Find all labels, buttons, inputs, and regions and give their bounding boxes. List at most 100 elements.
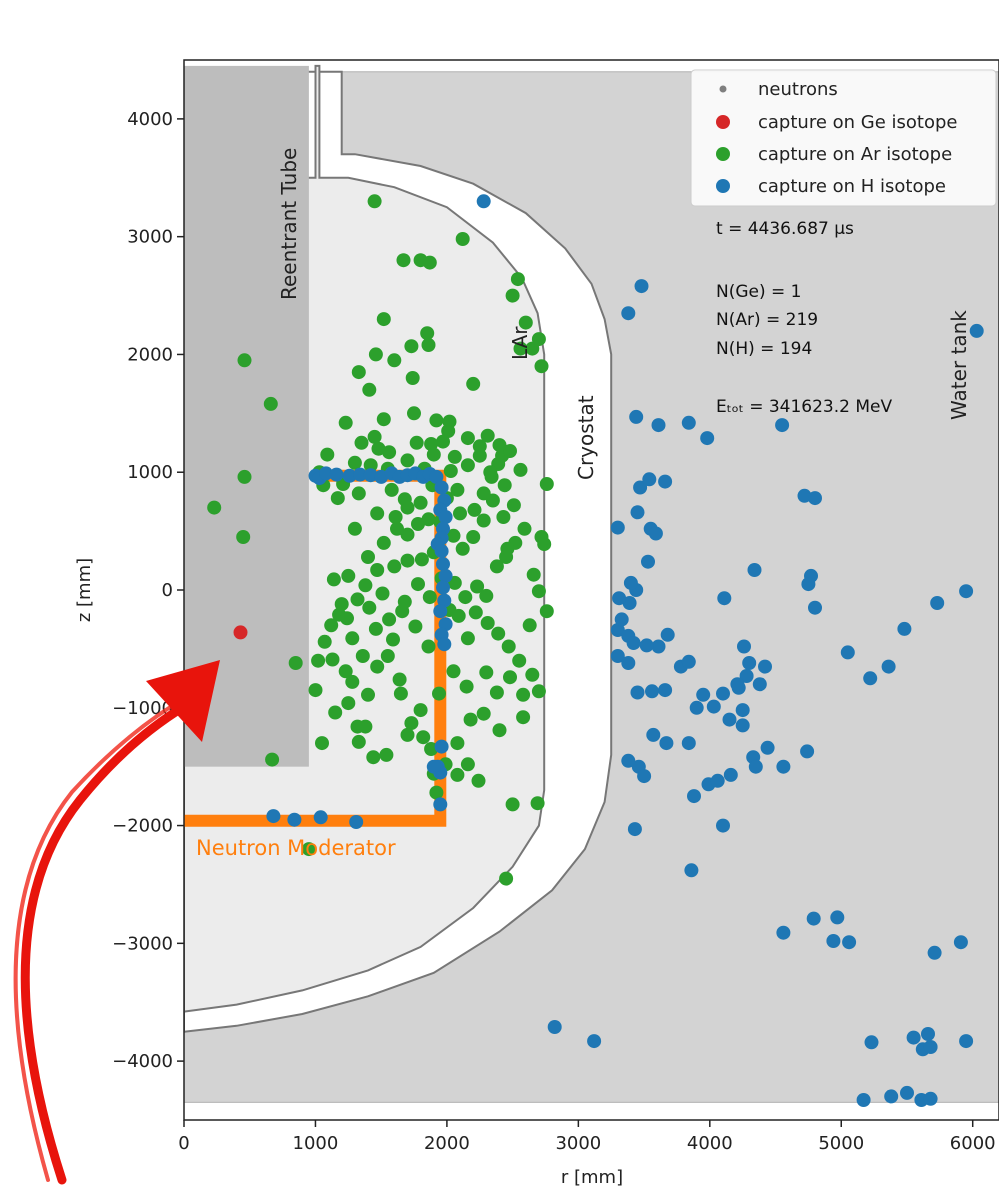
point-ar-193 — [441, 424, 456, 438]
n-h-readout: N(H) = 194 — [716, 339, 812, 359]
point-ar-12 — [315, 736, 329, 751]
point-ar-15 — [362, 382, 377, 397]
point-ar-112 — [476, 513, 491, 528]
point-ar-74 — [366, 750, 381, 765]
point-h-31 — [434, 544, 449, 559]
legend-marker-ge — [716, 115, 730, 129]
point-h-65 — [630, 685, 645, 700]
point-ar-79 — [311, 653, 326, 668]
point-ar-167 — [525, 667, 540, 682]
point-ar-78 — [325, 652, 340, 667]
point-ar-166 — [531, 584, 546, 599]
point-h-79 — [621, 753, 636, 768]
point-ar-99 — [517, 521, 532, 536]
n-ge-readout: N(Ge) = 1 — [716, 282, 801, 302]
point-h-91 — [748, 759, 763, 774]
point-h-110 — [840, 645, 855, 660]
point-h-114 — [930, 596, 945, 610]
point-ar-147 — [345, 631, 360, 646]
point-h-66 — [645, 684, 659, 699]
point-h-44 — [651, 418, 666, 433]
point-h-135 — [900, 1085, 914, 1100]
point-ar-81 — [324, 618, 339, 633]
point-h-100 — [639, 638, 654, 653]
region-label-reentrant-tube: Reentrant Tube — [277, 148, 301, 300]
point-ar-183 — [345, 674, 360, 689]
point-ar-46 — [503, 444, 517, 458]
point-h-81 — [717, 591, 732, 606]
point-h-54 — [630, 505, 645, 520]
point-ar-6 — [288, 656, 303, 670]
point-ar-87 — [387, 559, 402, 574]
point-ar-137 — [447, 449, 462, 464]
point-h-4 — [433, 797, 448, 812]
point-ar-142 — [408, 619, 423, 634]
point-h-115 — [959, 584, 974, 599]
point-h-8 — [426, 759, 441, 774]
point-ar-129 — [347, 455, 362, 470]
point-h-119 — [684, 863, 699, 878]
point-ar-126 — [476, 486, 491, 501]
point-h-120 — [776, 925, 791, 940]
point-ar-31 — [421, 338, 436, 352]
legend-label-h: capture on H isotope — [758, 176, 946, 197]
point-ar-18 — [376, 412, 391, 427]
plot-area: Reentrant Tube LAr Cryostat Water tank N… — [184, 60, 999, 1120]
x-tick-label: 0 — [178, 1133, 189, 1154]
point-ar-59 — [531, 684, 546, 699]
point-h-98 — [735, 703, 750, 718]
point-ar-9 — [338, 664, 353, 679]
point-ar-73 — [379, 747, 394, 762]
points-layer — [207, 194, 984, 1107]
point-h-13 — [342, 468, 357, 483]
point-h-37 — [438, 617, 453, 632]
point-ar-135 — [426, 447, 441, 462]
point-h-48 — [797, 488, 812, 503]
point-h-101 — [660, 627, 675, 642]
point-h-111 — [863, 671, 878, 686]
legend-box — [690, 69, 997, 207]
point-h-23 — [429, 469, 444, 484]
x-tick-label: 3000 — [555, 1133, 601, 1154]
point-h-122 — [826, 934, 841, 948]
point-ar-106 — [411, 517, 425, 531]
point-ar-84 — [350, 592, 365, 607]
point-ar-194 — [500, 541, 515, 556]
point-h-118 — [627, 822, 642, 837]
point-ar-27 — [405, 371, 420, 385]
point-ar-0 — [207, 500, 222, 515]
legend-marker-neutrons — [719, 85, 727, 93]
point-ar-169 — [503, 670, 517, 685]
y-tick-label: −2000 — [112, 816, 173, 837]
point-h-76 — [659, 736, 674, 751]
point-ar-149 — [326, 572, 341, 587]
point-ar-173 — [450, 736, 465, 751]
annotation-arrow-head — [146, 660, 220, 742]
point-h-35 — [437, 593, 452, 608]
x-tick-label: 2000 — [424, 1133, 470, 1154]
point-ar-55 — [539, 477, 554, 491]
point-h-105 — [776, 759, 791, 774]
point-ar-152 — [370, 563, 385, 577]
point-h-132 — [959, 1034, 974, 1049]
point-h-33 — [438, 568, 453, 583]
point-h-56 — [648, 526, 663, 541]
point-h-95 — [716, 686, 730, 701]
point-h-82 — [747, 563, 762, 577]
y-tick-label: −4000 — [112, 1051, 173, 1072]
point-h-27 — [438, 510, 453, 524]
point-ar-80 — [317, 634, 332, 649]
point-h-34 — [436, 580, 450, 595]
point-ar-105 — [400, 527, 415, 542]
point-ar-53 — [531, 332, 546, 347]
point-h-41 — [621, 306, 636, 321]
legend-label-ge: capture on Ge isotope — [758, 112, 957, 133]
point-ar-185 — [460, 757, 475, 772]
point-h-92 — [760, 740, 775, 755]
point-h-2 — [313, 810, 328, 825]
point-h-68 — [658, 683, 673, 698]
x-tick-label: 5000 — [818, 1133, 864, 1154]
point-h-117 — [716, 818, 730, 833]
point-ar-179 — [380, 649, 395, 663]
point-h-6 — [434, 739, 449, 754]
